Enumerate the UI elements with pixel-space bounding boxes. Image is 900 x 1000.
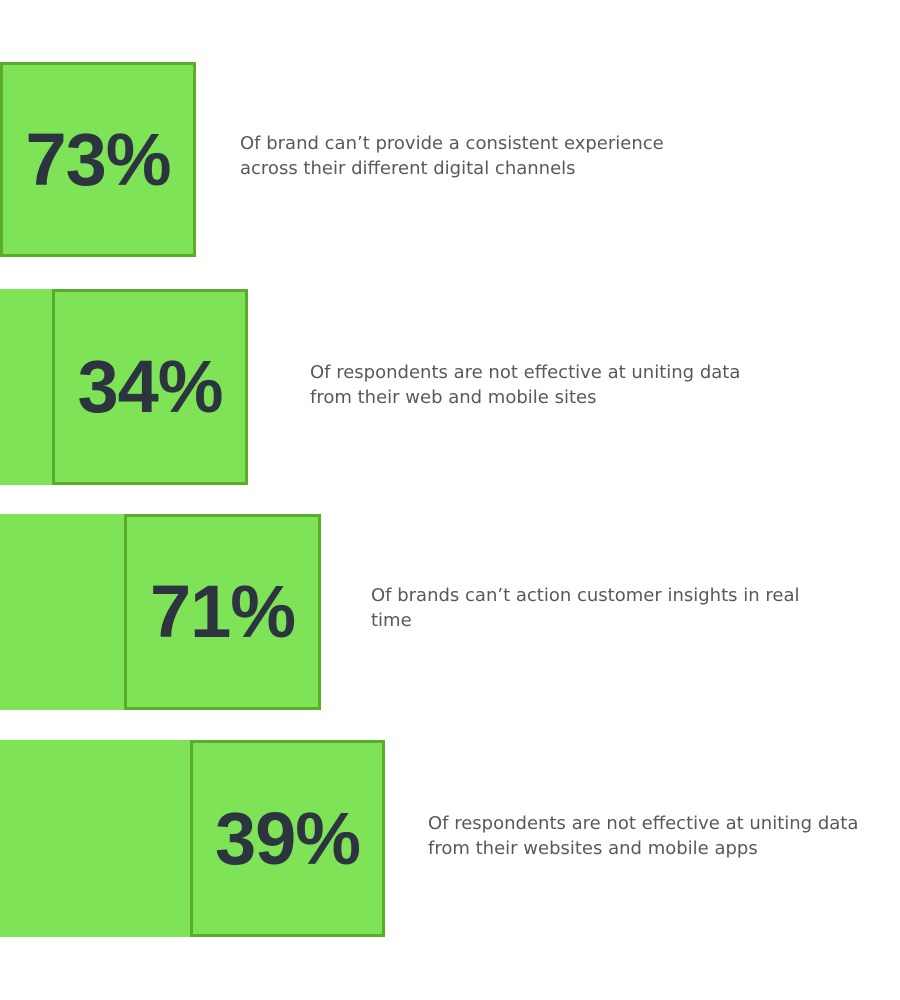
stat-description-1-line-2: across their different digital channels <box>240 158 576 179</box>
stat-description-1: Of brand can’t provide a consistent expe… <box>240 131 720 181</box>
stat-description-4-line-2: from their websites and mobile apps <box>428 838 758 859</box>
stat-description-2-line-2: from their web and mobile sites <box>310 387 597 408</box>
stat-box-1: 73% <box>0 62 196 257</box>
stat-box-2: 34% <box>52 289 248 485</box>
stat-description-4: Of respondents are not effective at unit… <box>428 811 888 861</box>
stat-description-1-line-1: Of brand can’t provide a consistent expe… <box>240 133 664 154</box>
stat-percent-1: 73% <box>25 117 171 201</box>
stat-percent-4: 39% <box>214 796 361 880</box>
stat-description-3-line-1: Of brands can’t action customer insights… <box>371 585 800 606</box>
stat-box-3: 71% <box>124 514 321 710</box>
stat-percent-2: 34% <box>77 345 223 428</box>
stat-description-2: Of respondents are not effective at unit… <box>310 360 790 410</box>
stat-description-3: Of brands can’t action customer insights… <box>371 583 841 633</box>
stat-description-4-line-1: Of respondents are not effective at unit… <box>428 813 859 834</box>
stat-description-2-line-1: Of respondents are not effective at unit… <box>310 362 741 383</box>
stat-description-3-line-2: time <box>371 610 412 631</box>
stat-box-4: 39% <box>190 740 385 937</box>
stat-percent-3: 71% <box>149 570 296 653</box>
